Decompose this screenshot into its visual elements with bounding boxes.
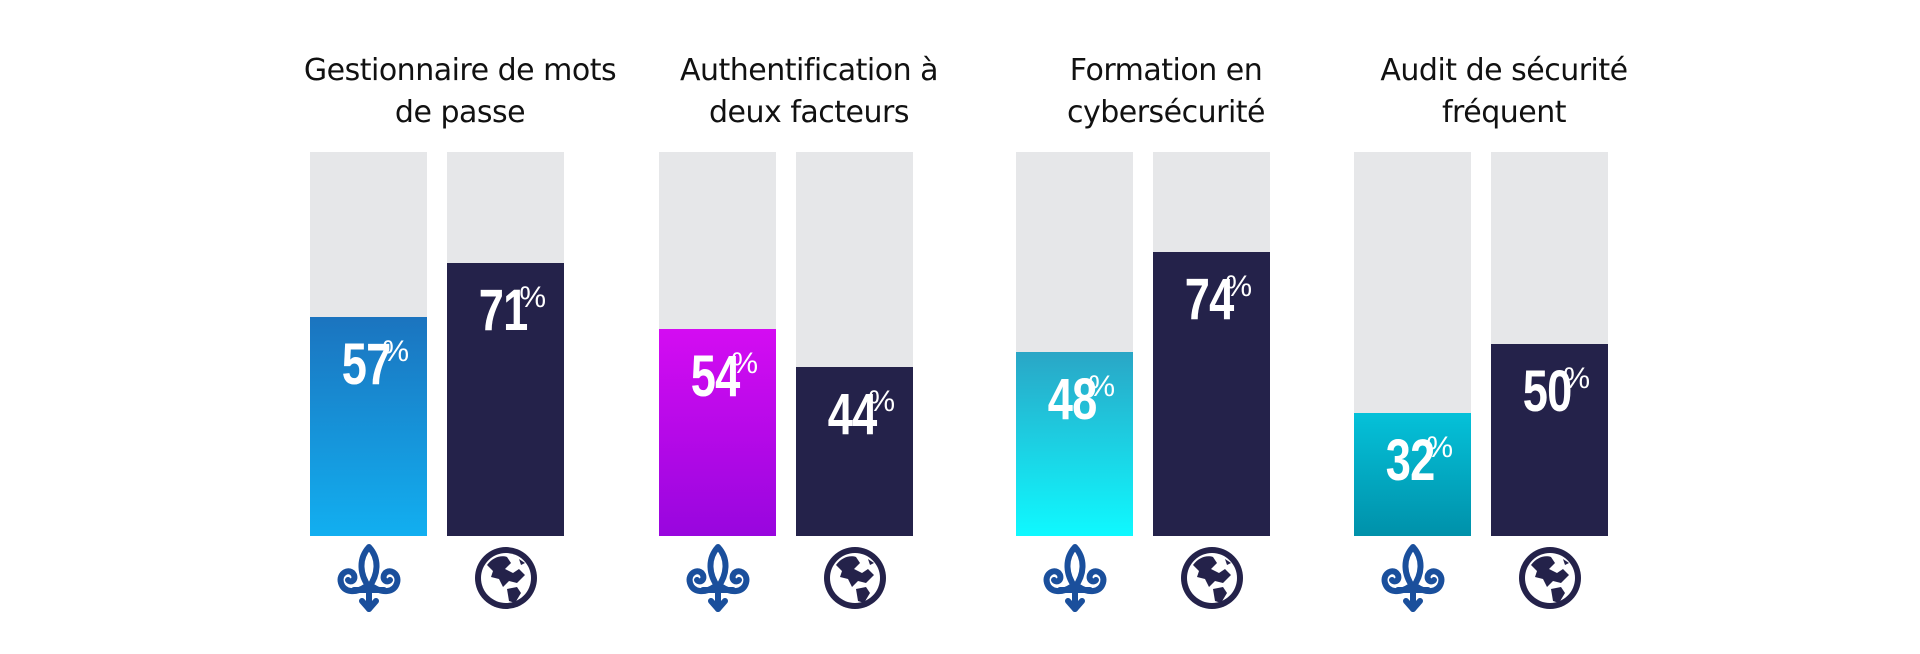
data-label: 32% [1385, 428, 1454, 494]
bar-fill [1016, 351, 1133, 536]
data-label: 48% [1047, 366, 1116, 432]
bar-fill [796, 367, 913, 536]
globe-icon [820, 543, 890, 613]
category-title: Authentification à deux facteurs [679, 53, 939, 130]
category-title: Gestionnaire de mots de passe [303, 53, 617, 130]
data-label: 50% [1522, 359, 1591, 424]
fleur-de-lis-icon [1378, 543, 1448, 613]
category-title: Formation en cybersécurité [1066, 53, 1266, 130]
data-label: 54% [690, 343, 759, 409]
category-group: Authentification à deux facteurs 54% 44% [659, 0, 959, 654]
category-group: Audit de sécurité fréquent 32% 50% [1354, 0, 1654, 654]
bar-fill [1153, 251, 1270, 536]
data-label: 71% [478, 278, 547, 344]
bar-fill [1354, 413, 1471, 536]
category-group: Formation en cybersécurité 48% 74% [1016, 0, 1316, 654]
data-label: 74% [1184, 266, 1253, 332]
bar-fill [1491, 344, 1608, 536]
bar-track: 74% [1153, 152, 1270, 536]
fleur-de-lis-icon [334, 543, 404, 613]
bar-track: 57% [310, 152, 427, 536]
bar-fill [659, 328, 776, 536]
data-label: 57% [341, 332, 410, 398]
bar-track: 54% [659, 152, 776, 536]
bar-fill [447, 263, 564, 536]
globe-icon [1177, 543, 1247, 613]
bar-track: 71% [447, 152, 564, 536]
bar-track: 50% [1491, 152, 1608, 536]
fleur-de-lis-icon [683, 543, 753, 613]
bar-fill [310, 317, 427, 536]
bar-track: 48% [1016, 152, 1133, 536]
category-group: Gestionnaire de mots de passe 57% 71% [304, 0, 617, 654]
bar-track: 32% [1354, 152, 1471, 536]
category-title: Audit de sécurité fréquent [1380, 53, 1628, 130]
globe-icon [1515, 543, 1585, 613]
data-label: 44% [827, 382, 896, 448]
fleur-de-lis-icon [1040, 543, 1110, 613]
bar-track: 44% [796, 152, 913, 536]
globe-icon [471, 543, 541, 613]
